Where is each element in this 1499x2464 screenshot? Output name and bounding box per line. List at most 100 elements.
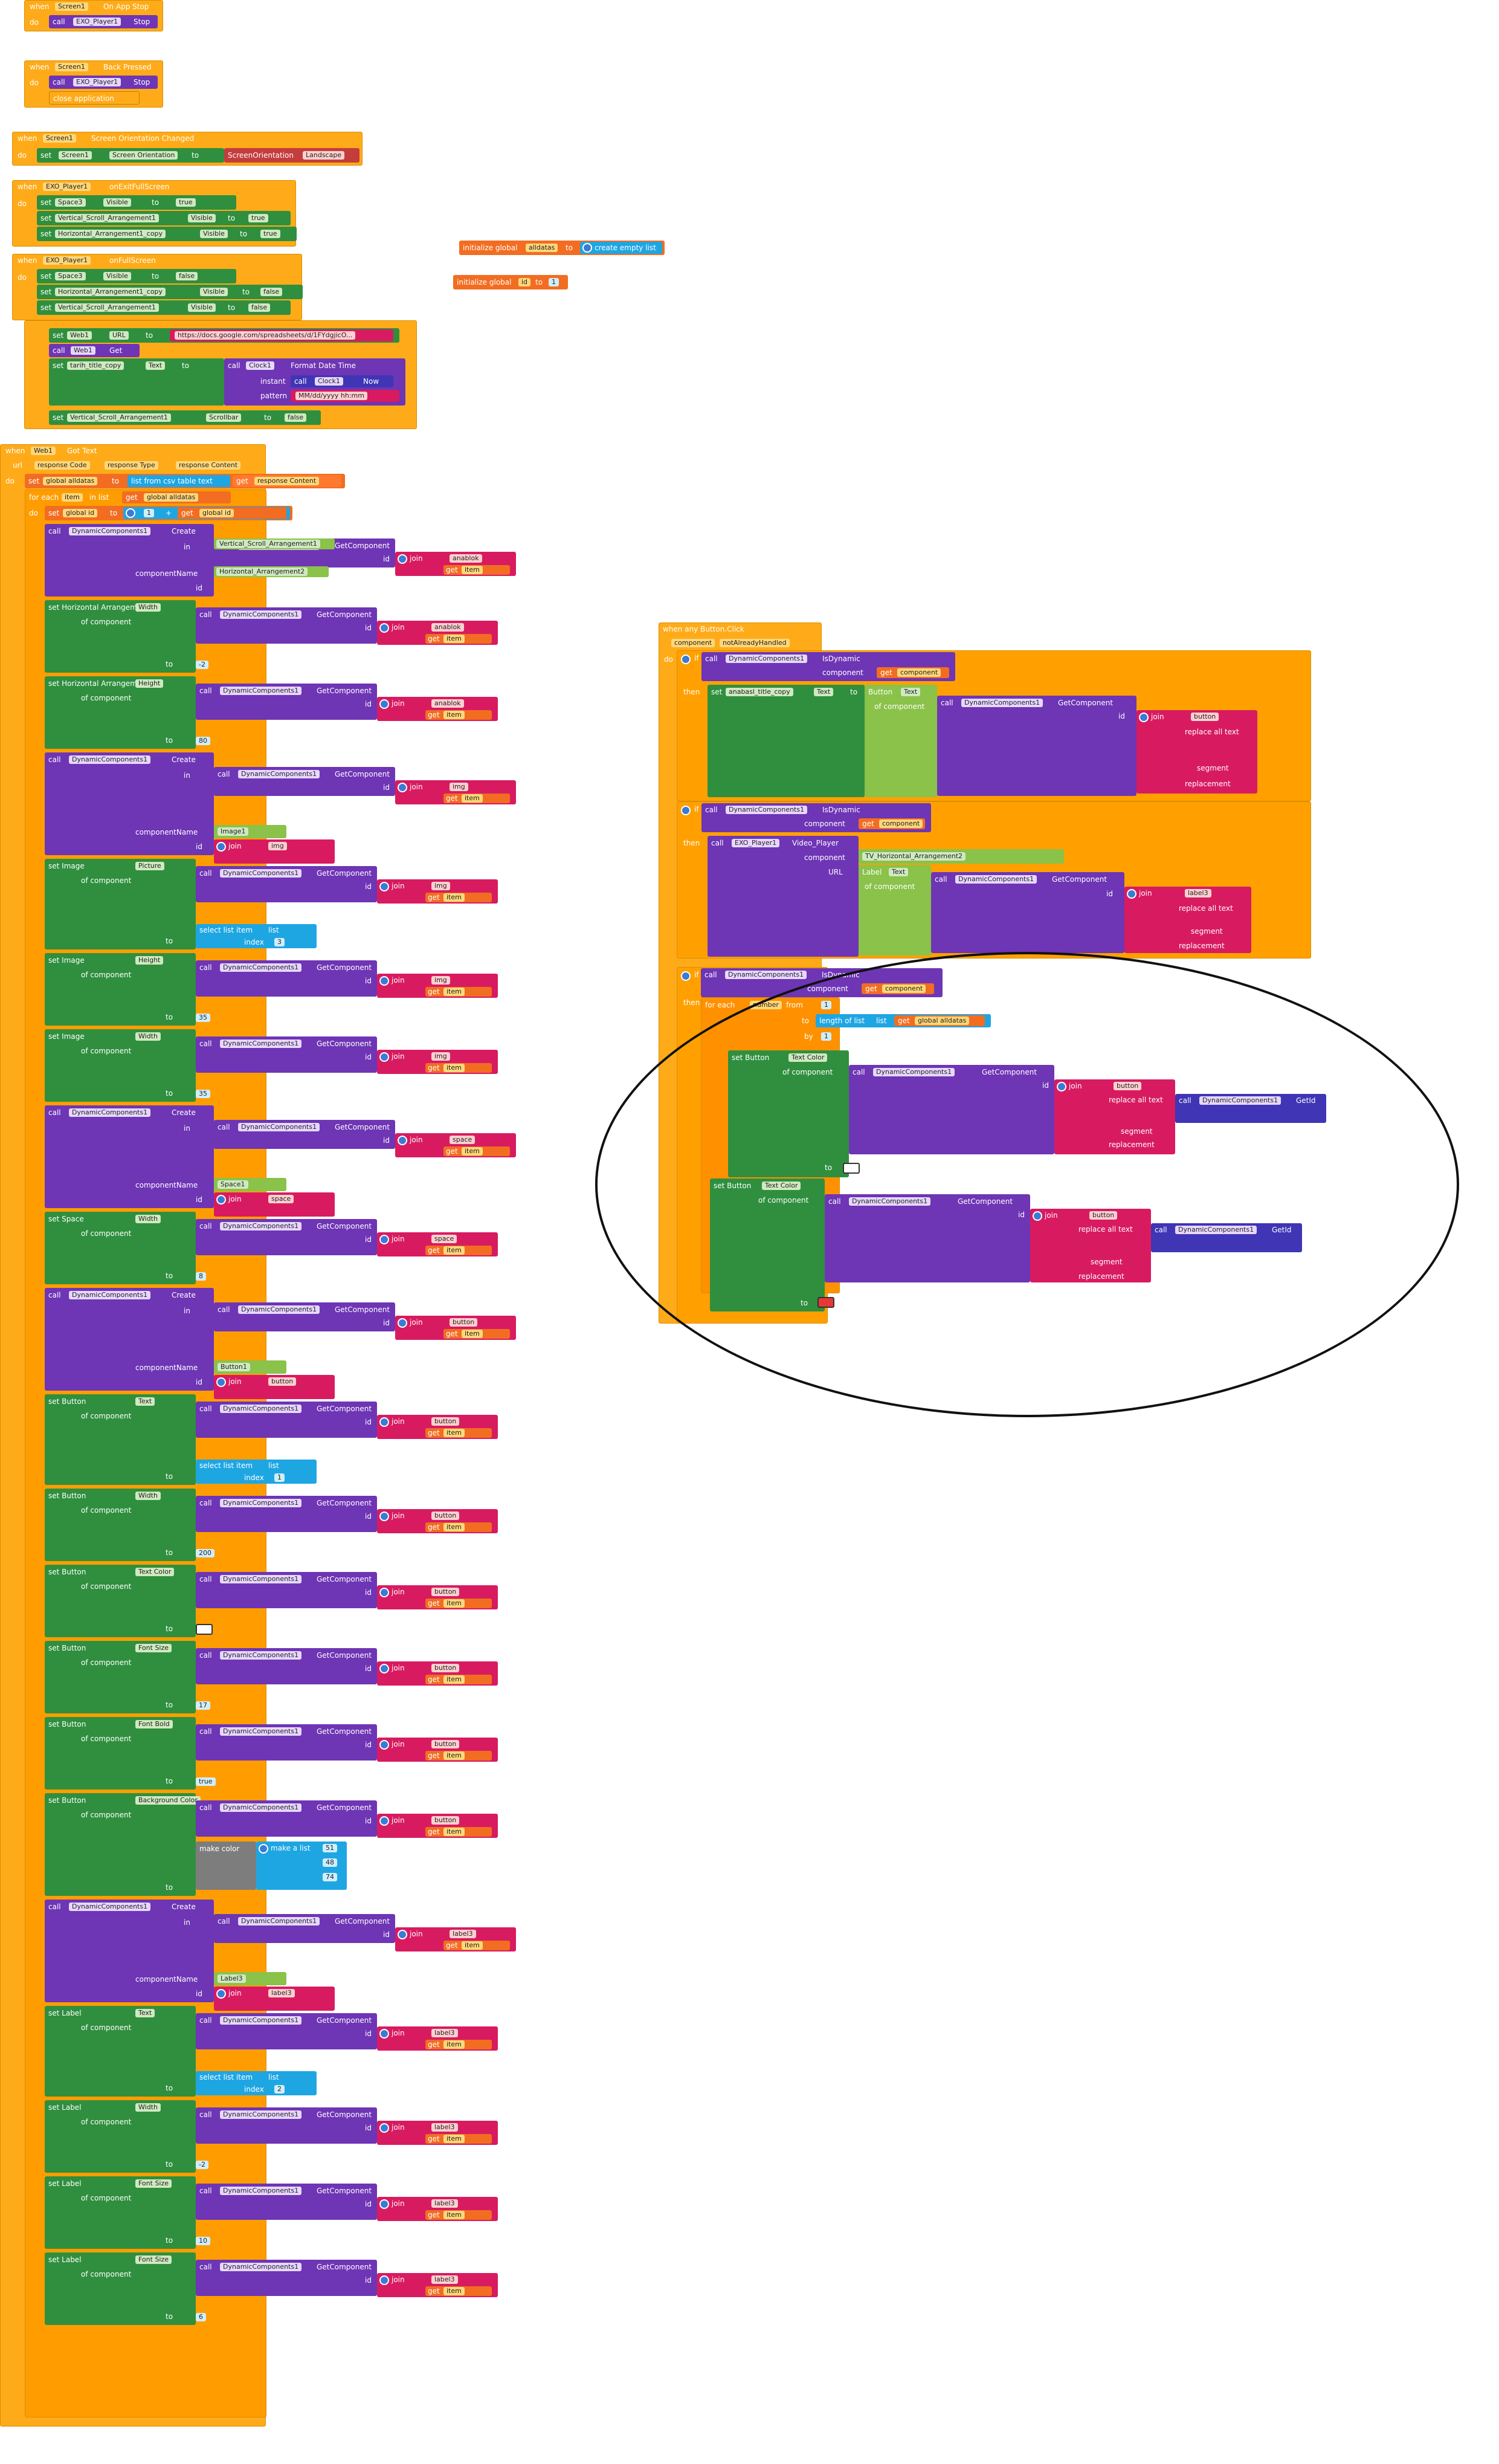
gear-icon[interactable] [379, 1052, 389, 1062]
gear-icon[interactable] [379, 1664, 389, 1673]
dyn-dropdown[interactable]: DynamicComponents1 [69, 755, 151, 764]
url-dropdown[interactable]: URL [109, 331, 129, 340]
dyn-dropdown[interactable]: DynamicComponents1 [69, 1903, 151, 1911]
gear-icon[interactable] [379, 1740, 389, 1750]
var-dropdown[interactable]: response Content [254, 477, 320, 485]
set-visible-row-2[interactable]: set Horizontal_Arrangement1_copy Visible… [37, 285, 303, 299]
set-orientation-block[interactable]: set Screen1 Screen Orientation to [37, 148, 224, 163]
number-value[interactable]: 80 [196, 737, 210, 745]
math-add[interactable]: 1 + get global id [123, 507, 290, 519]
get-component-call[interactable]: call DynamicComponents1 GetComponent id [196, 960, 377, 997]
get-item[interactable]: get item [425, 634, 492, 644]
dyn-dropdown[interactable]: DynamicComponents1 [220, 1222, 302, 1230]
item-var[interactable]: item [62, 493, 83, 502]
bool-value[interactable]: false [260, 288, 283, 296]
web-request-block[interactable]: set Web1 URL to https://docs.google.com/… [24, 320, 417, 429]
comp-dropdown[interactable]: Horizontal_Arrangement1_copy [55, 230, 166, 238]
property-dropdown[interactable]: Width [135, 2103, 161, 2112]
close-application-block[interactable]: close application [49, 91, 140, 105]
component-name-getter[interactable]: Button1 [214, 1360, 286, 1374]
bool-value[interactable]: true [260, 230, 280, 238]
ha2-getter[interactable]: Horizontal_Arrangement2 [214, 566, 329, 577]
property-dropdown[interactable]: Text Color [135, 1568, 175, 1576]
on-fullscreen-event[interactable]: when EXO_Player1 onFullScreen do set Spa… [12, 254, 303, 320]
exo-video-player-call[interactable]: call EXO_Player1 Video_Player component … [708, 836, 859, 957]
component-dropdown[interactable]: Image1 [218, 827, 249, 836]
number-value[interactable]: 3 [274, 938, 285, 946]
gear-icon[interactable] [379, 1512, 389, 1521]
set-property-block[interactable]: set Button Font Size of component to [45, 1641, 196, 1713]
property-dropdown[interactable]: Text [135, 2009, 155, 2017]
dyn-dropdown[interactable]: DynamicComponents1 [69, 527, 151, 535]
gear-icon[interactable] [681, 655, 691, 664]
dyn-dropdown[interactable]: DynamicComponents1 [726, 806, 808, 814]
get-component-call[interactable]: call DynamicComponents1 GetComponent id [214, 1120, 395, 1149]
join-block[interactable]: join button get item [377, 1415, 498, 1439]
join-block[interactable]: join space get item [395, 1133, 516, 1157]
item-var[interactable]: item [443, 1246, 465, 1255]
get-component-call[interactable]: call DynamicComponents1 GetComponent id [196, 2107, 377, 2144]
var-name[interactable]: id [518, 278, 531, 286]
property-dropdown[interactable]: Background Color [135, 1796, 201, 1805]
if-block-2[interactable]: if call DynamicComponents1 IsDynamic com… [677, 801, 1311, 959]
set-property-block[interactable]: set Label Font Size of component to [45, 2252, 196, 2325]
join-block[interactable]: join button get item [377, 1661, 498, 1686]
join-block[interactable]: join button [214, 1375, 335, 1399]
get-item[interactable]: get item [443, 565, 510, 575]
gear-icon[interactable] [681, 806, 691, 815]
number-value[interactable]: -2 [196, 661, 208, 669]
dyn-dropdown[interactable]: DynamicComponents1 [220, 1727, 302, 1736]
get-item[interactable]: get item [425, 2134, 492, 2144]
if-block-1[interactable]: if call DynamicComponents1 IsDynamic com… [677, 650, 1311, 801]
component-dropdown[interactable]: Button1 [218, 1363, 250, 1371]
get-component-call[interactable]: call DynamicComponents1 GetComponent id [196, 1219, 377, 1255]
create-component-block[interactable]: call DynamicComponents1 Create in componentN… [45, 1105, 214, 1208]
r-value[interactable]: 51 [323, 1844, 337, 1852]
param-component[interactable]: component [671, 639, 715, 647]
join-block[interactable]: join label3 get item [377, 2197, 498, 2221]
string-value[interactable]: button [431, 1816, 460, 1825]
number-value[interactable]: 10 [196, 2237, 210, 2245]
get-component-call[interactable]: call DynamicComponents1 GetComponent id [214, 1914, 395, 1943]
get-item[interactable]: get item [443, 1329, 510, 1339]
set-property-block[interactable]: set Button Text Color of component to [45, 1565, 196, 1637]
set-property-block[interactable]: set Button Text of component to [45, 1394, 196, 1485]
component-name-getter[interactable]: Space1 [214, 1178, 286, 1191]
dyn-dropdown[interactable]: DynamicComponents1 [220, 687, 302, 695]
dyn-dropdown[interactable]: DynamicComponents1 [238, 1123, 320, 1131]
var-name[interactable]: alldatas [526, 244, 558, 252]
gear-icon[interactable] [379, 1235, 389, 1244]
get-item[interactable]: get item [443, 1941, 510, 1950]
string-value[interactable]: label3 [431, 2199, 458, 2208]
clock-dropdown[interactable]: Clock1 [246, 361, 274, 370]
get-item[interactable]: get item [425, 1428, 492, 1438]
string-value[interactable]: button [450, 1318, 478, 1327]
item-var[interactable]: item [443, 1675, 465, 1684]
get-item[interactable]: get item [425, 987, 492, 997]
dyn-dropdown[interactable]: DynamicComponents1 [220, 1803, 302, 1812]
create-component-block[interactable]: call DynamicComponents1 Create in componentN… [45, 524, 214, 597]
set-title-text[interactable]: set tarih_title_copy Text to [49, 358, 224, 406]
dyn-dropdown[interactable]: DynamicComponents1 [725, 971, 807, 979]
component-dropdown[interactable]: Space1 [218, 1180, 248, 1189]
set-visible-row-3[interactable]: set Vertical_Scroll_Arrangement1 Visible… [37, 300, 291, 315]
gear-icon[interactable] [216, 1989, 226, 1999]
set-property-block[interactable]: set Label Text of component to [45, 2006, 196, 2097]
get-item[interactable]: get item [443, 794, 510, 803]
join-block[interactable]: join space get item [377, 1232, 498, 1256]
property-dropdown[interactable]: Width [135, 1492, 161, 1500]
property-dropdown[interactable]: Text [135, 1397, 155, 1406]
gear-icon[interactable] [398, 783, 407, 792]
select-list-item[interactable]: select list item list index 1 [196, 1460, 317, 1484]
item-var[interactable]: item [443, 1064, 465, 1072]
set-global-id[interactable]: set global id to 1 + get global id [45, 506, 292, 520]
string-value[interactable]: label3 [431, 2029, 458, 2037]
property-dropdown[interactable]: Font Size [135, 1644, 172, 1652]
string-value[interactable]: button [431, 1588, 460, 1596]
comp-dropdown[interactable]: Space3 [55, 198, 86, 207]
item-var[interactable]: item [443, 2040, 465, 2049]
property-dropdown[interactable]: Height [135, 679, 164, 688]
format-date-time[interactable]: call Clock1 Format Date Time instant cal… [224, 358, 405, 406]
number-value[interactable]: 17 [196, 1701, 210, 1710]
